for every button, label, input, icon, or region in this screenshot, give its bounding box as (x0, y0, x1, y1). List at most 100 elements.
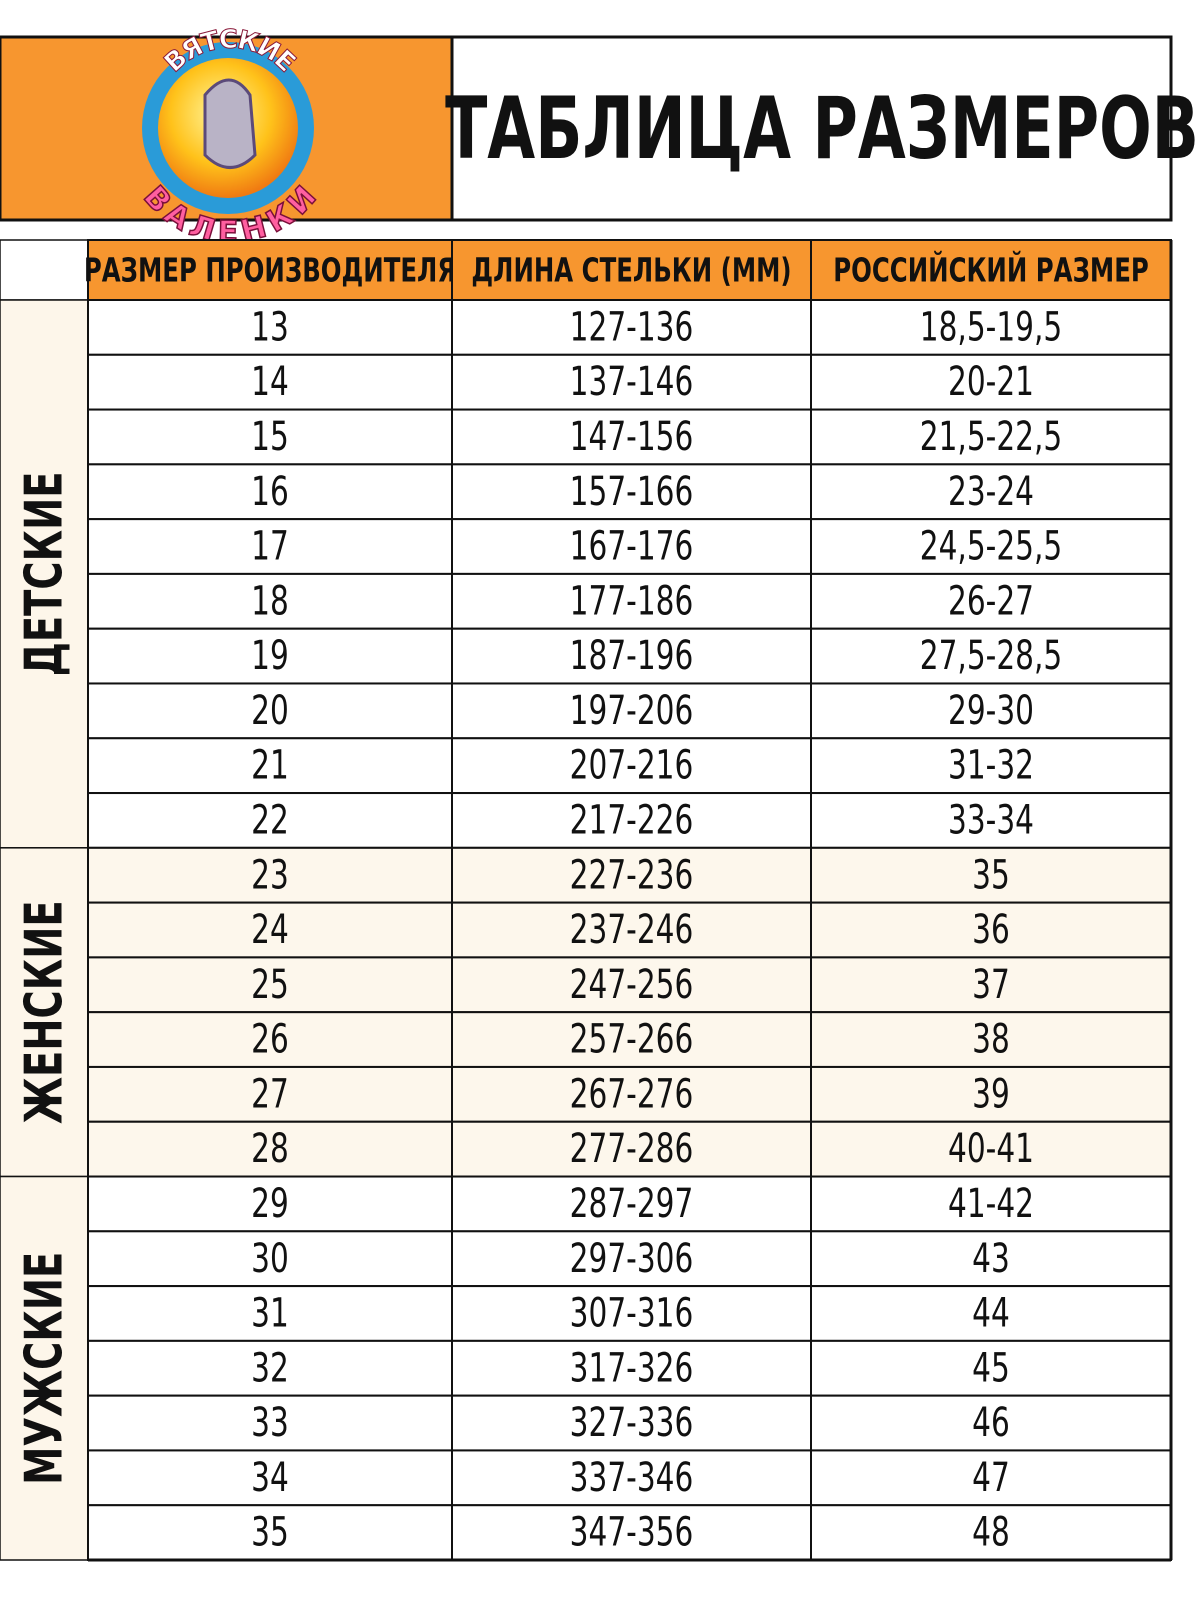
page-title: ТАБЛИЦА РАЗМЕРОВ (445, 78, 1199, 179)
cell-text: 47 (972, 1455, 1010, 1502)
table-cell (451, 956, 812, 1014)
table-cell (87, 956, 453, 1014)
cell-text: 27 (251, 1071, 289, 1118)
table-cell (451, 1065, 812, 1123)
cell-text: 19 (251, 633, 289, 680)
cell-text: 307-316 (570, 1290, 694, 1337)
table-cell (87, 1394, 453, 1452)
table-cell (810, 572, 1172, 630)
cell-text: 40-41 (948, 1126, 1034, 1173)
table-cell (451, 408, 812, 466)
cell-text: 29 (251, 1181, 289, 1228)
cell-text: 44 (972, 1290, 1010, 1337)
cell-text: 30 (251, 1235, 289, 1282)
group-label: ДЕТСКИЕ (14, 471, 74, 676)
header-corner (0, 239, 89, 301)
table-cell (810, 353, 1172, 411)
cell-text: 25 (251, 961, 289, 1008)
logo-boot (203, 78, 257, 169)
cell-text: 14 (251, 359, 289, 406)
table-cell (87, 463, 453, 521)
cell-text: 35 (251, 1509, 289, 1556)
cell-text: 177-186 (570, 578, 694, 625)
table-cell (810, 792, 1172, 849)
cell-text: 41-42 (948, 1181, 1034, 1228)
table-cell (87, 1449, 453, 1507)
group-label: МУЖСКИЕ (14, 1252, 74, 1485)
cell-text: 48 (972, 1509, 1010, 1556)
table-cell (451, 792, 812, 849)
cell-text: 24 (251, 907, 289, 954)
cell-text: 197-206 (570, 688, 694, 735)
cell-text: 28 (251, 1126, 289, 1173)
cell-text: 137-146 (570, 359, 694, 406)
group-cell (0, 1175, 89, 1561)
cell-text: 247-256 (570, 961, 694, 1008)
cell-text: 187-196 (570, 633, 694, 680)
group-cell (0, 847, 89, 1178)
cell-text: 23-24 (948, 468, 1034, 515)
table-cell (87, 408, 453, 466)
table-cell (451, 1285, 812, 1342)
table-cell (810, 627, 1172, 685)
table-cell (451, 1449, 812, 1507)
group-cell (0, 299, 89, 849)
cell-text: 46 (972, 1400, 1010, 1447)
title-panel (450, 35, 1173, 222)
table-cell (810, 463, 1172, 521)
cell-text: 20-21 (948, 359, 1034, 406)
table-cell (810, 1449, 1172, 1507)
cell-text: 337-346 (570, 1455, 694, 1502)
cell-text: 267-276 (570, 1071, 694, 1118)
cell-text: 157-166 (570, 468, 694, 515)
cell-text: 20 (251, 688, 289, 735)
cell-text: 27,5-28,5 (920, 633, 1062, 680)
cell-text: 31 (251, 1290, 289, 1337)
table-cell (451, 463, 812, 521)
table-cell (87, 518, 453, 575)
cell-text: 297-306 (570, 1235, 694, 1282)
cell-text: 21,5-22,5 (920, 414, 1062, 461)
column-header: ДЛИНА СТЕЛЬКИ (ММ) (471, 251, 791, 290)
column-header: РАЗМЕР ПРОИЗВОДИТЕЛЯ (84, 251, 456, 290)
cell-text: 23 (251, 852, 289, 899)
cell-text: 17 (251, 523, 289, 570)
cell-text: 29-30 (948, 688, 1034, 735)
cell-text: 26 (251, 1016, 289, 1063)
table-cell (810, 737, 1172, 795)
column-header: РОССИЙСКИЙ РАЗМЕР (833, 251, 1149, 290)
cell-text: 167-176 (570, 523, 694, 570)
cell-text: 33 (251, 1400, 289, 1447)
cell-text: 21 (251, 742, 289, 789)
cell-text: 347-356 (570, 1509, 694, 1556)
table-cell (810, 1120, 1172, 1178)
table-cell (810, 1394, 1172, 1452)
cell-text: 18,5-19,5 (920, 304, 1062, 351)
cell-text: 15 (251, 414, 289, 461)
group-label: ЖЕНСКИЕ (14, 900, 74, 1124)
table-cell (451, 1120, 812, 1178)
cell-text: 147-156 (570, 414, 694, 461)
cell-text: 33-34 (948, 797, 1034, 844)
cell-text: 257-266 (570, 1016, 694, 1063)
cell-text: 38 (972, 1016, 1010, 1063)
table-cell (87, 846, 453, 904)
cell-text: 36 (972, 907, 1010, 954)
cell-text: 13 (251, 304, 289, 351)
table-cell (87, 1175, 453, 1233)
cell-text: 277-286 (570, 1126, 694, 1173)
cell-text: 237-246 (570, 907, 694, 954)
cell-text: 317-326 (570, 1345, 694, 1392)
table-cell (810, 1504, 1172, 1562)
table-cell (87, 901, 453, 959)
cell-text: 207-216 (570, 742, 694, 789)
cell-text: 34 (251, 1455, 289, 1502)
cell-text: 287-297 (570, 1181, 694, 1228)
table-cell (87, 353, 453, 411)
table-cell (810, 408, 1172, 466)
cell-text: 37 (972, 961, 1010, 1008)
cell-text: 35 (972, 852, 1010, 899)
table-cell (87, 1230, 453, 1288)
